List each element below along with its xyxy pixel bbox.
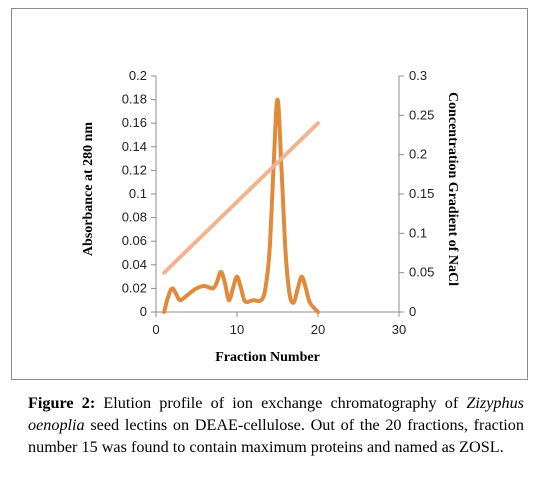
axes (151, 75, 404, 317)
left-y-tick-label: 0 (140, 304, 147, 319)
right-y-tick-label: 0.15 (409, 186, 434, 201)
right-y-tick-label: 0.3 (409, 68, 427, 83)
left-y-tick-label: 0.18 (122, 92, 147, 107)
tick-labels: 0 0.02 0.04 0.06 0.08 0.1 0.12 0.14 0.16 0.18 0.2 0… (122, 68, 435, 337)
right-y-axis-title: Concentration Gradient of NaCl (445, 92, 460, 286)
nacl-gradient-line (162, 121, 320, 275)
right-y-tick-label: 0.1 (409, 225, 427, 240)
left-y-tick-label: 0.08 (122, 210, 147, 225)
left-y-tick-label: 0.02 (122, 280, 147, 295)
x-tick-label: 30 (392, 322, 406, 337)
right-y-tick-label: 0.25 (409, 107, 434, 122)
left-y-tick-label: 0.2 (129, 68, 147, 83)
caption-text-2: seed lectins on DEAE-cellulose. Out of t… (28, 416, 524, 456)
left-y-tick-label: 0.04 (122, 257, 147, 272)
left-y-tick-label: 0.12 (122, 162, 147, 177)
chart: 0 0.02 0.04 0.06 0.08 0.1 0.12 0.14 0.16 0.18 0.2 0… (81, 68, 460, 365)
absorbance-line (162, 97, 320, 314)
caption-lead: Figure 2: (28, 394, 96, 412)
right-y-tick-label: 0 (409, 304, 416, 319)
left-y-tick-label: 0.14 (122, 139, 147, 154)
left-y-tick-label: 0.06 (122, 233, 147, 248)
left-y-tick-label: 0.16 (122, 115, 147, 130)
x-tick-label: 10 (230, 322, 244, 337)
left-y-tick-label: 0.1 (129, 186, 147, 201)
right-y-tick-label: 0.05 (409, 265, 434, 280)
caption-species: Zizyphus oenoplia (28, 394, 524, 434)
chart-frame: 0 0.02 0.04 0.06 0.08 0.1 0.12 0.14 0.16 0.18 0.2 0… (11, 8, 528, 380)
x-axis-title: Fraction Number (215, 350, 320, 365)
x-tick-label: 0 (152, 322, 159, 337)
left-y-axis-title: Absorbance at 280 nm (81, 122, 96, 257)
series-layer (162, 97, 320, 314)
x-tick-label: 20 (311, 322, 325, 337)
figure-caption: Figure 2: Elution profile of ion exchang… (28, 392, 524, 458)
right-y-tick-label: 0.2 (409, 147, 427, 162)
caption-text-1: Elution profile of ion exchange chromato… (95, 394, 467, 412)
